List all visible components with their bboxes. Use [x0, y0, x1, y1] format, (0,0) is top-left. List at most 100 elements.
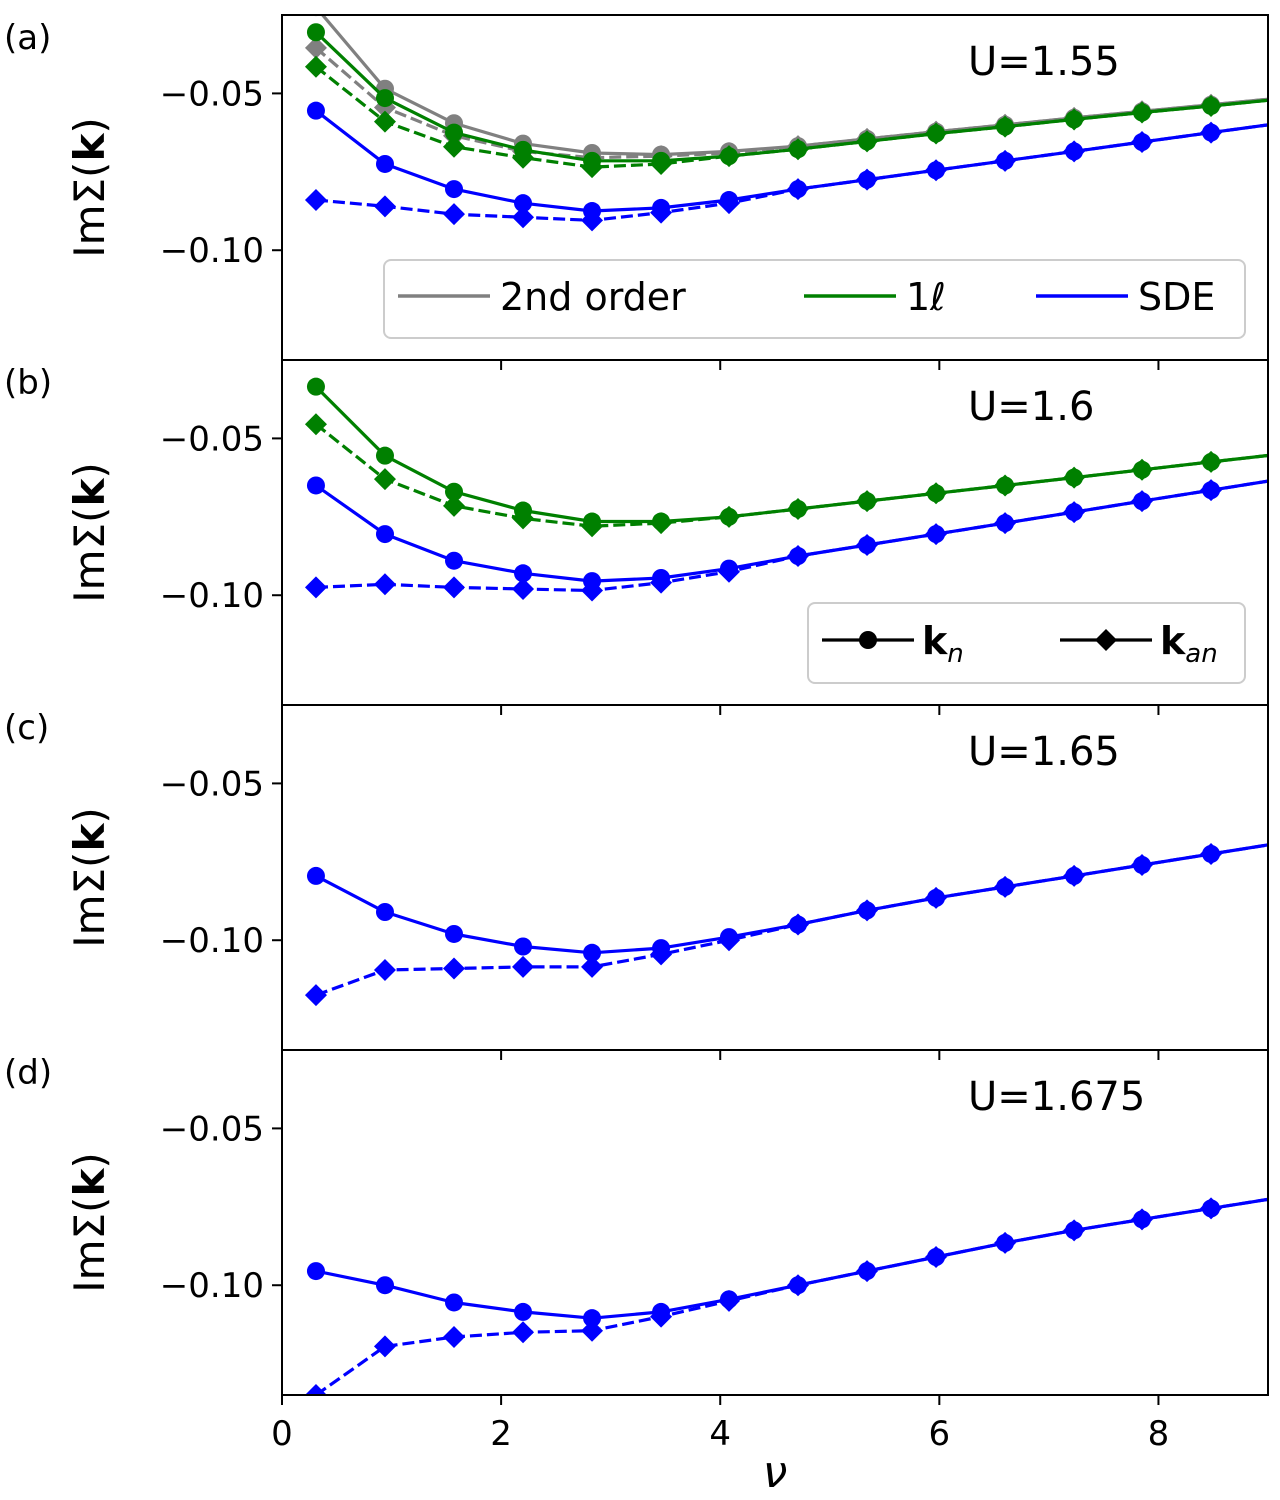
data-point-sde-kan [1269, 832, 1280, 854]
data-point-sde-kan [787, 913, 810, 936]
data-point-sde-kan [925, 159, 948, 182]
data-point-sde-kan [1131, 131, 1154, 154]
data-point-sde-kan [443, 203, 466, 226]
data-point-one_loop-kan [1269, 88, 1280, 110]
data-point-sde-kan [787, 545, 810, 568]
data-point-one_loop-kan [373, 468, 396, 491]
data-point-sde-kan [994, 1231, 1017, 1254]
data-point-sde-kan [512, 955, 535, 978]
data-point-one_loop-kan [650, 152, 673, 175]
y-axis-label: ImΣ(k) [65, 1152, 114, 1293]
y-tick-label: −0.05 [160, 764, 264, 804]
y-axis-label: ImΣ(k) [65, 807, 114, 948]
panel-data-area [304, 15, 1280, 232]
legend-marker-label-sub: n [947, 639, 963, 669]
y-axis-label: ImΣ(k) [65, 462, 114, 603]
data-point-sde-kan [1269, 1186, 1280, 1208]
y-tick-label: −0.05 [160, 419, 264, 459]
data-point-sde-kn [375, 1276, 394, 1295]
data-point-sde-kn [1271, 470, 1280, 488]
panel-tag: (d) [4, 1053, 52, 1093]
data-point-one_loop-kan [787, 497, 810, 520]
data-point-sde-kan [856, 168, 879, 191]
data-point-sde-kan [1200, 121, 1223, 144]
data-point-sde-kan [373, 1335, 396, 1358]
data-point-sde-kan [1063, 501, 1086, 524]
data-point-sde-kn [306, 101, 325, 120]
panel-tag: (a) [4, 18, 51, 58]
data-point-sde-kan [443, 1325, 466, 1348]
data-point-one_loop-kan [304, 55, 327, 78]
y-tick-label: −0.10 [160, 921, 264, 961]
data-point-sde-kan [994, 149, 1017, 172]
data-point-one_loop-kan [925, 122, 948, 145]
legend-methods: 2nd order 1ℓ SDE [383, 259, 1246, 339]
data-point-one_loop-kn [375, 89, 394, 108]
y-tick-label: −0.05 [160, 1109, 264, 1149]
data-point-sde-kn [306, 1262, 325, 1281]
data-point-sde-kn [375, 154, 394, 173]
y-tick-label: −0.05 [160, 74, 264, 114]
legend-label-sde: SDE [1138, 275, 1215, 319]
panel-tag: (c) [4, 708, 49, 748]
panel-a: −0.05 −0.10 (a) U=1.55 ImΣ(k) [4, 14, 1280, 370]
data-point-sde-kn [306, 866, 325, 885]
data-point-sde-kan [856, 1260, 879, 1283]
panel-c: −0.05 −0.10 (c) U=1.65 ImΣ(k) [4, 704, 1280, 1060]
data-point-one_loop-kan [581, 515, 604, 538]
data-point-sde-kan [994, 512, 1017, 535]
data-point-sde-kan [787, 178, 810, 201]
data-point-second_order-kan [304, 36, 327, 59]
chart-root: −0.05−0.10(a)U=1.55ImΣ(k)−0.05−0.10(b)U=… [4, 14, 1280, 1498]
data-point-one_loop-kan [994, 115, 1017, 138]
legend-markers-box [807, 602, 1246, 684]
data-point-one_loop-kan [373, 110, 396, 133]
data-point-sde-kan [373, 573, 396, 596]
legend-marker-label-sub: an [1185, 639, 1217, 669]
data-point-sde-kn [583, 1309, 602, 1328]
y-axis-label-suffix: ) [65, 117, 114, 133]
data-point-sde-kan [856, 534, 879, 557]
data-point-sde-kan [1131, 490, 1154, 513]
data-point-one_loop-kan [443, 494, 466, 517]
y-axis-label-bold: k [65, 133, 114, 162]
data-point-sde-kn [445, 1293, 464, 1312]
data-point-sde-kan [650, 1305, 673, 1328]
data-point-one_loop-kn [306, 23, 325, 42]
x-tick-label: 4 [709, 1414, 731, 1454]
data-point-one_loop-kn [1271, 90, 1280, 108]
data-point-sde-kn [1271, 834, 1280, 852]
data-point-sde-kan [1200, 842, 1223, 865]
data-point-one_loop-kan [717, 505, 740, 528]
u-value-label: U=1.6 [968, 384, 1094, 430]
data-point-sde-kn [375, 525, 394, 544]
x-tick-label: 8 [1148, 1414, 1170, 1454]
legend-marker-label: kn [922, 619, 964, 669]
legend-label-second_order: 2nd order [500, 275, 686, 319]
data-point-sde-kan [1063, 140, 1086, 163]
data-point-one_loop-kan [856, 490, 879, 513]
data-point-one_loop-kan [925, 482, 948, 505]
data-point-one_loop-kn [1271, 445, 1280, 463]
panel-frame [281, 1049, 1269, 1396]
panel-data-area [304, 377, 1280, 602]
data-point-one_loop-kn [306, 377, 325, 396]
data-point-sde-kan [443, 576, 466, 599]
data-point-sde-kn [583, 943, 602, 962]
legend-marker-label-bold: k [922, 619, 948, 663]
legend-label-one_loop: 1ℓ [906, 275, 946, 319]
data-point-one_loop-kan [581, 156, 604, 179]
data-point-sde-kan [512, 206, 535, 229]
data-point-sde-kn [445, 924, 464, 943]
data-point-one_loop-kan [443, 135, 466, 158]
y-axis-label-suffix: ) [65, 1152, 114, 1168]
data-point-sde-kan [581, 209, 604, 232]
y-axis-label-prefix: ImΣ( [65, 507, 114, 603]
u-value-label: U=1.65 [968, 729, 1120, 775]
data-point-one_loop-kan [856, 130, 879, 153]
data-point-sde-kan [1200, 1197, 1223, 1220]
data-point-sde-kan [373, 195, 396, 218]
y-axis-label-suffix: ) [65, 462, 114, 478]
data-point-sde-kn [1271, 1188, 1280, 1206]
